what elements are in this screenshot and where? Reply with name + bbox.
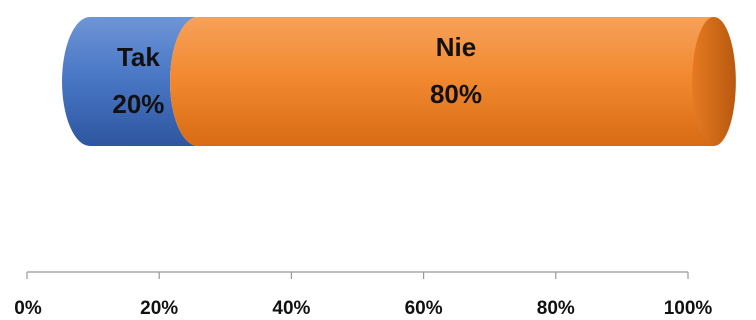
x-tick-label-2: 40% xyxy=(272,298,310,319)
x-tick-label-1: 20% xyxy=(140,298,178,319)
x-axis: 0% 20% 40% 60% 80% 100% xyxy=(14,271,712,319)
bar-group xyxy=(62,17,736,146)
x-tick-label-4: 80% xyxy=(537,298,575,319)
bar-tak xyxy=(62,17,198,146)
bar-label-tak-name: Tak xyxy=(117,42,160,72)
bar-label-nie-value: 80% xyxy=(430,79,482,109)
bar-label-nie-name: Nie xyxy=(436,32,476,62)
x-axis-tick-labels: 0% 20% 40% 60% 80% 100% xyxy=(14,298,712,319)
x-tick-label-0: 0% xyxy=(14,298,42,319)
bar-label-tak-value: 20% xyxy=(112,89,164,119)
x-tick-label-5: 100% xyxy=(664,298,713,319)
segment-labels: Tak 20% Nie 80% xyxy=(112,32,482,119)
x-tick-label-3: 60% xyxy=(405,298,443,319)
bar-end-cap xyxy=(692,17,736,146)
x-axis-ticks xyxy=(26,272,689,279)
bar-nie xyxy=(170,17,715,146)
